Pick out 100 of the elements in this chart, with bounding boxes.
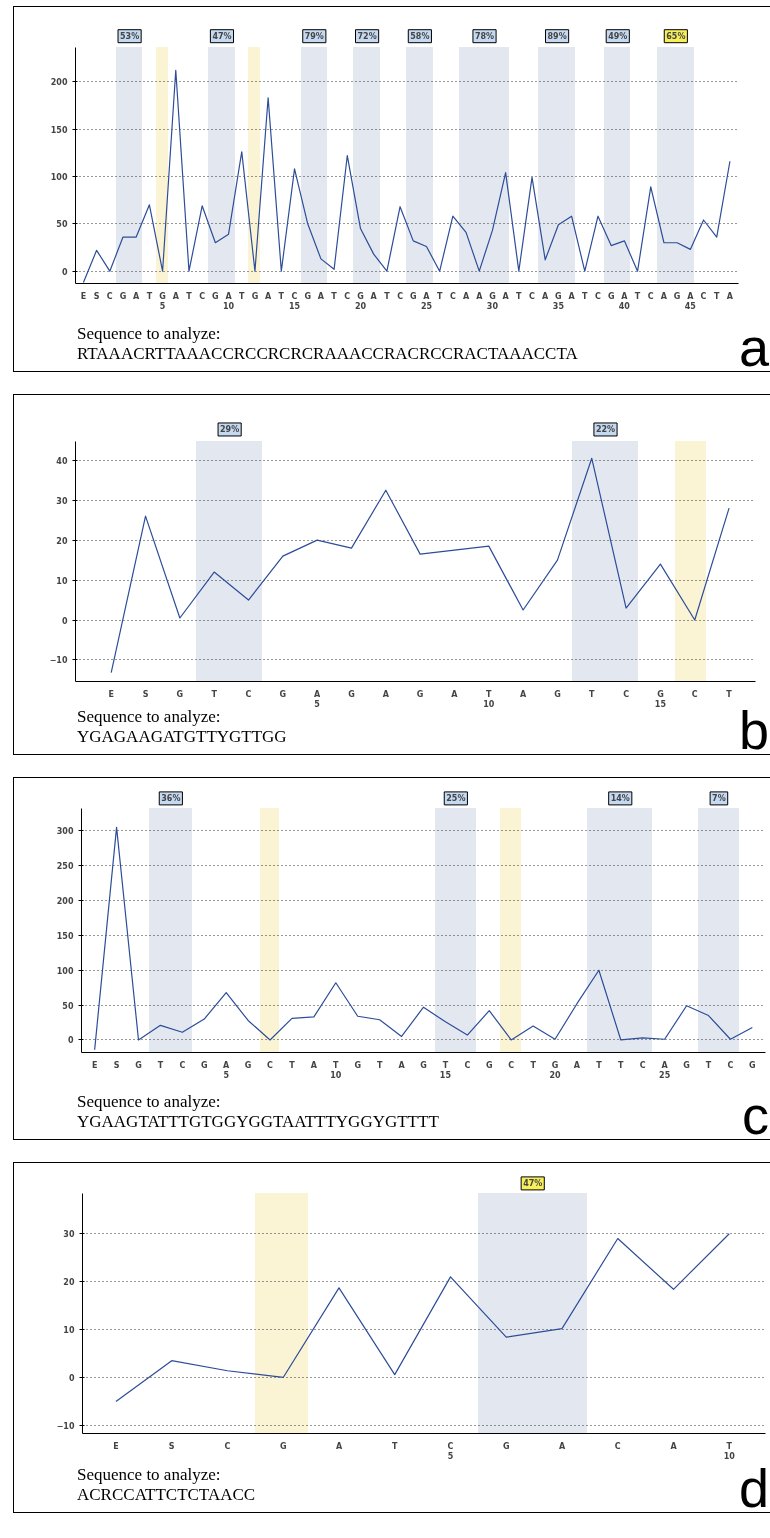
x-tick-label: T: [726, 689, 733, 699]
x-tick-label: C: [727, 1060, 734, 1070]
text: a: [738, 317, 769, 377]
x-tick-label: A: [502, 291, 510, 301]
y-tick-label: 100: [50, 172, 68, 182]
x-tick-label: G: [244, 1060, 252, 1070]
text: RTAAACRTTAAACCRCCRCRCRAAACCRACRCCRACTAAACCTA: [77, 344, 578, 363]
x-tick-label: T: [278, 291, 285, 301]
x-tick-label: T: [331, 291, 338, 301]
x-tick-label: A 5: [314, 689, 322, 710]
x-tick-label: G: [279, 689, 287, 699]
y-tick-label: 0: [61, 616, 68, 626]
y-tick-label: 10: [63, 1326, 75, 1336]
x-tick-label: T 10: [483, 689, 495, 710]
x-tick-label: C: [508, 1060, 515, 1070]
y-tick-label: 0: [68, 1373, 75, 1383]
x-tick-label: G: [176, 689, 184, 699]
x-tick-label: G: [607, 291, 615, 301]
x-tick-label: C: [464, 1060, 471, 1070]
x-tick-label: C: [529, 291, 536, 301]
x-tick-label: T: [384, 291, 391, 301]
x-tick-label: A: [462, 291, 470, 301]
x-tick-label: G: [304, 291, 312, 301]
y-tick-label: 200: [50, 78, 68, 88]
x-tick-label: G: [409, 291, 417, 301]
x-tick-label: S: [93, 291, 100, 301]
x-tick-label: A: [573, 1060, 581, 1070]
x-tick-label: A: [317, 291, 325, 301]
x-tick-label: E: [113, 1441, 119, 1451]
y-tick-label: 40: [56, 456, 68, 466]
x-tick-label: G 30: [486, 291, 499, 312]
x-tick-label: A: [542, 291, 550, 301]
y-tick-label: 100: [56, 966, 74, 976]
text: b: [738, 700, 769, 760]
x-tick-label: A: [558, 1441, 566, 1451]
x-tick-label: G: [279, 1441, 287, 1451]
y-tick-label: 30: [63, 1230, 75, 1240]
x-tick-label: T: [146, 291, 153, 301]
x-tick-label: C: [199, 291, 206, 301]
x-tick-label: G: [354, 1060, 362, 1070]
x-tick-label: C: [449, 291, 456, 301]
x-tick-label: C: [647, 291, 654, 301]
y-tick-label: 20: [56, 536, 68, 546]
text: 47%: [212, 31, 232, 41]
x-tick-label: G 20: [354, 291, 367, 312]
x-tick-label: T: [634, 291, 641, 301]
x-tick-label: C: [224, 1441, 231, 1451]
x-tick-label: C: [614, 1441, 621, 1451]
x-tick-label: G 5: [159, 291, 166, 312]
x-tick-label: G: [348, 689, 355, 699]
x-tick-label: T: [436, 291, 443, 301]
text: 78%: [474, 31, 495, 41]
x-tick-label: A 25: [420, 291, 433, 312]
x-tick-label: C: [179, 1060, 186, 1070]
x-tick-label: C: [267, 1060, 274, 1070]
x-tick-label: A 40: [618, 291, 631, 312]
x-tick-label: T: [705, 1060, 712, 1070]
y-tick-label: −10: [56, 1421, 75, 1431]
text: 53%: [120, 31, 140, 41]
line-series: [115, 1233, 730, 1402]
text: 58%: [410, 31, 430, 41]
text: 72%: [357, 31, 377, 41]
x-tick-label: T: [289, 1060, 296, 1070]
y-tick-label: 150: [50, 125, 68, 135]
y-tick-label: 150: [56, 931, 74, 941]
x-tick-label: G: [485, 1060, 493, 1070]
y-tick-label: 30: [56, 496, 68, 506]
x-tick-label: G: [749, 1060, 756, 1070]
x-tick-label: C: [595, 291, 602, 301]
x-tick-label: T: [392, 1441, 398, 1451]
x-tick-label: G 15: [654, 689, 667, 710]
x-tick-label: T: [714, 291, 720, 301]
text: 79%: [304, 31, 324, 41]
x-tick-label: T: [157, 1060, 164, 1070]
text: 7%: [712, 793, 726, 803]
text: 47%: [523, 1178, 543, 1188]
x-tick-label: A: [568, 291, 576, 301]
x-tick-label: A 45: [684, 291, 697, 312]
x-tick-label: S: [113, 1060, 120, 1070]
x-tick-label: E: [108, 689, 114, 699]
x-tick-label: A: [133, 291, 141, 301]
y-tick-label: 50: [62, 1001, 74, 1011]
text: 49%: [608, 31, 628, 41]
y-tick-label: 200: [56, 897, 74, 907]
y-tick-label: 0: [61, 267, 68, 277]
x-tick-label: C 15: [288, 291, 301, 312]
x-tick-label: G 20: [549, 1060, 562, 1081]
x-tick-label: A: [382, 689, 390, 699]
text: Sequence to analyze:: [77, 707, 221, 726]
x-tick-label: T: [211, 689, 218, 699]
x-tick-label: A: [398, 1060, 406, 1070]
x-tick-label: S: [142, 689, 149, 699]
x-tick-label: S: [168, 1441, 175, 1451]
x-tick-label: T: [186, 291, 193, 301]
x-tick-label: A 25: [659, 1060, 671, 1081]
text: d: [738, 1458, 769, 1518]
x-tick-label: C: [106, 291, 113, 301]
x-tick-label: T 15: [439, 1060, 452, 1081]
text: YGAAGTATTTGTGGYGGTAATTTYGGYGTTTT: [77, 1112, 439, 1131]
y-tick-label: −10: [49, 656, 68, 666]
